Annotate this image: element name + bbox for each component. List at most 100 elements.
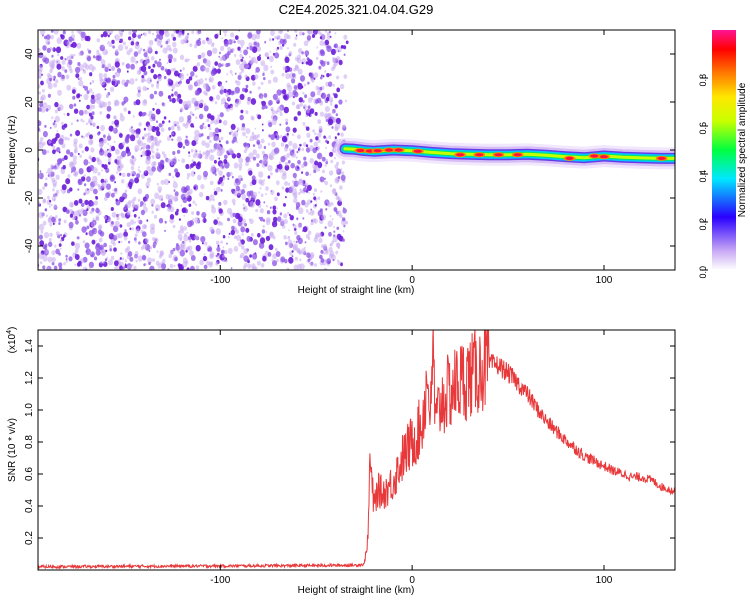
- noise-point: [172, 67, 176, 72]
- noise-point: [51, 47, 54, 51]
- noise-point: [51, 256, 56, 263]
- noise-point: [150, 68, 154, 74]
- noise-point: [168, 253, 172, 259]
- noise-point: [288, 50, 293, 56]
- noise-point: [48, 237, 52, 242]
- snr-y-label: SNR (10 * v/v): [7, 418, 18, 482]
- noise-point: [190, 71, 195, 77]
- noise-point: [193, 104, 196, 108]
- noise-point: [199, 259, 204, 266]
- noise-point: [137, 168, 140, 171]
- noise-point: [324, 226, 327, 229]
- noise-point: [245, 135, 248, 139]
- noise-point: [174, 211, 179, 216]
- noise-point: [301, 61, 304, 65]
- noise-point: [233, 162, 239, 169]
- noise-point: [227, 104, 231, 109]
- noise-point: [222, 235, 226, 239]
- noise-point: [191, 159, 194, 163]
- noise-point: [67, 137, 70, 141]
- noise-point: [111, 66, 116, 71]
- noise-point: [274, 135, 278, 139]
- ridge-peak-core: [657, 156, 666, 160]
- noise-point: [42, 254, 48, 262]
- noise-point: [227, 177, 230, 180]
- noise-point: [301, 171, 304, 174]
- noise-point: [187, 115, 192, 121]
- noise-point: [195, 89, 201, 96]
- noise-point: [299, 258, 302, 262]
- noise-point: [131, 227, 135, 231]
- noise-point: [164, 220, 167, 224]
- noise-point: [119, 172, 122, 176]
- noise-point: [240, 68, 245, 73]
- noise-point: [100, 147, 103, 151]
- noise-point: [344, 99, 347, 103]
- noise-point: [272, 253, 277, 260]
- noise-point: [55, 133, 60, 139]
- noise-point: [287, 47, 289, 50]
- noise-point: [294, 256, 298, 261]
- noise-point: [49, 199, 52, 203]
- noise-point: [56, 37, 62, 44]
- noise-point: [188, 203, 192, 207]
- noise-point: [278, 161, 281, 165]
- noise-point: [92, 91, 95, 95]
- noise-point: [194, 217, 200, 224]
- noise-point: [69, 187, 73, 192]
- noise-point: [35, 71, 38, 74]
- noise-point: [297, 166, 299, 169]
- noise-point: [305, 171, 309, 177]
- noise-point: [209, 148, 213, 153]
- noise-point: [77, 62, 81, 66]
- noise-point: [137, 49, 141, 55]
- noise-point: [216, 133, 219, 137]
- noise-point: [41, 88, 45, 93]
- noise-point: [307, 97, 313, 103]
- noise-point: [295, 202, 301, 208]
- noise-point: [338, 198, 342, 203]
- noise-point: [172, 47, 178, 54]
- noise-point: [275, 251, 281, 257]
- noise-point: [224, 101, 227, 105]
- noise-point: [148, 261, 151, 266]
- noise-point: [39, 170, 42, 173]
- noise-point: [216, 167, 220, 172]
- noise-point: [51, 116, 54, 120]
- noise-point: [324, 106, 330, 113]
- noise-point: [126, 265, 130, 269]
- noise-point: [311, 97, 314, 101]
- noise-point: [215, 173, 217, 176]
- noise-point: [222, 177, 226, 181]
- noise-point: [215, 186, 221, 193]
- noise-point: [182, 240, 185, 244]
- noise-point: [277, 106, 283, 113]
- noise-point: [99, 140, 104, 147]
- noise-point: [68, 66, 72, 71]
- noise-point: [147, 87, 149, 90]
- noise-point: [131, 159, 134, 162]
- colorbar: 0.00.20.40.60.8 Normalized spectral ampl…: [698, 30, 748, 279]
- noise-point: [55, 46, 62, 54]
- noise-point: [186, 172, 191, 178]
- noise-point: [145, 181, 150, 188]
- noise-point: [236, 80, 241, 86]
- noise-point: [78, 168, 84, 175]
- noise-point: [293, 42, 297, 47]
- noise-point: [112, 45, 115, 49]
- noise-point: [307, 237, 311, 241]
- noise-point: [264, 163, 268, 167]
- noise-point: [287, 236, 291, 240]
- noise-point: [194, 234, 199, 240]
- noise-point: [331, 126, 334, 129]
- noise-point: [89, 267, 91, 270]
- noise-point: [205, 67, 210, 73]
- noise-point: [259, 187, 262, 190]
- noise-point: [69, 201, 74, 208]
- noise-point: [255, 66, 260, 73]
- noise-point: [102, 138, 107, 144]
- noise-point: [309, 252, 315, 258]
- noise-point: [103, 215, 105, 218]
- noise-point: [170, 68, 174, 72]
- noise-point: [330, 99, 333, 103]
